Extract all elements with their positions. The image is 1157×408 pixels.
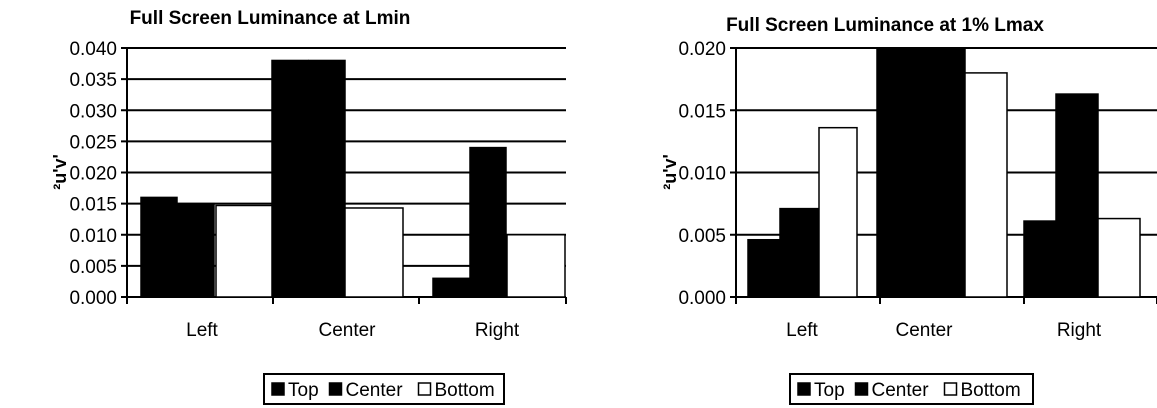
y-tick-label: 0.010 — [678, 164, 726, 185]
bar-bottom-center — [964, 72, 1008, 298]
x-category-label: Left — [186, 320, 218, 341]
legend-label-top: Top — [288, 380, 319, 401]
y-tick-label: 0.005 — [69, 257, 117, 278]
legend-swatch-top — [797, 382, 811, 396]
y-tick-label: 0.015 — [69, 195, 117, 216]
x-category-label: Left — [786, 320, 818, 341]
legend-swatch-bottom — [943, 382, 958, 396]
chart-title: Full Screen Luminance at Lmin — [130, 8, 411, 29]
y-tick-label: 0.025 — [69, 132, 117, 153]
y-tick-label: 0.035 — [69, 70, 117, 91]
legend-label-center: Center — [872, 380, 930, 401]
legend-label-bottom: Bottom — [435, 380, 495, 401]
y-tick-label: 0.020 — [69, 164, 117, 185]
legend: Top Center Bottom — [789, 373, 1034, 405]
bar-bottom-right — [1097, 217, 1141, 298]
bar-bottom-right — [506, 234, 566, 298]
y-axis-label: ²u'v' — [660, 154, 680, 190]
legend-box — [263, 373, 505, 405]
y-axis-label: ²u'v' — [50, 154, 70, 190]
legend-swatch-center — [328, 382, 343, 396]
bar-center-left — [177, 202, 215, 298]
y-tick-label: 0.000 — [678, 288, 726, 309]
y-tick-label: 0.020 — [678, 39, 726, 60]
x-category-label: Right — [475, 320, 520, 341]
legend-label-bottom: Bottom — [961, 380, 1021, 401]
x-category-label: Center — [318, 320, 376, 341]
bar-center-right — [469, 146, 507, 298]
chart-1: Full Screen Luminance at Lmin ²u'v' 0.000 0… — [50, 8, 567, 405]
y-tick-label: 0.030 — [69, 101, 117, 122]
bar-top-right — [432, 277, 470, 298]
bar-bottom-center — [344, 207, 404, 298]
legend-box — [789, 373, 1034, 405]
y-tick-label: 0.005 — [678, 226, 726, 247]
bar-top-left — [747, 238, 781, 298]
bar-top-center — [271, 59, 309, 298]
legend: Top Center Bottom — [263, 373, 505, 405]
bar-center-center — [308, 59, 346, 298]
legend-swatch-top — [271, 382, 285, 396]
bar-bottom-left — [215, 204, 275, 298]
chart-title: Full Screen Luminance at 1% Lmax — [726, 15, 1044, 36]
legend-swatch-center — [854, 382, 869, 396]
legend-swatch-bottom — [417, 382, 432, 396]
chart-2: Full Screen Luminance at 1% Lmax²u'v'0.0… — [660, 15, 1157, 405]
y-tick-label: 0.040 — [69, 39, 117, 60]
bar-center-right — [1055, 93, 1099, 298]
y-tick-label: 0.000 — [69, 288, 117, 309]
bar-bottom-left — [818, 126, 858, 298]
y-tick-label: 0.010 — [69, 226, 117, 247]
bar-top-center — [876, 47, 912, 298]
x-category-label: Center — [895, 320, 953, 341]
legend-label-center: Center — [346, 380, 404, 401]
bar-center-left — [779, 207, 819, 298]
bar-top-left — [140, 196, 178, 298]
x-category-label: Right — [1057, 320, 1102, 341]
y-tick-label: 0.015 — [678, 101, 726, 122]
legend-label-top: Top — [814, 380, 845, 401]
bar-center-center — [909, 47, 966, 298]
bar-top-right — [1023, 220, 1057, 298]
